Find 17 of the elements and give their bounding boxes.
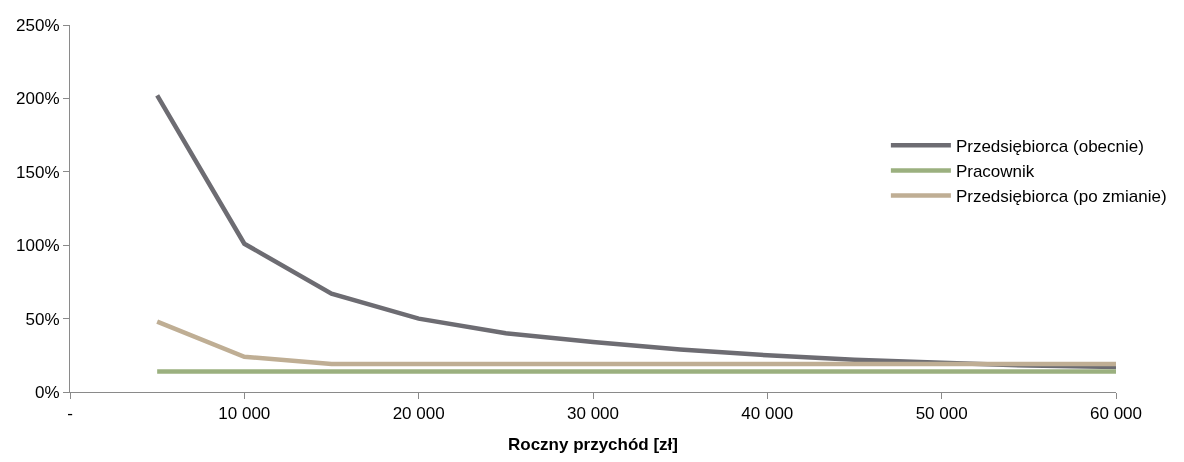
x-tick-label: 20 000 [392,404,445,424]
y-tick-label: 0% [35,382,60,402]
y-tick-label: 150% [16,162,60,182]
x-tick-label: 40 000 [741,404,794,424]
y-tick-label: 200% [16,89,60,109]
y-tick-label: 100% [16,236,60,256]
legend-label: Pracownik [955,162,1035,182]
x-tick-label: 30 000 [567,404,619,424]
x-tick-label: 60 000 [1090,404,1142,424]
legend-label: Przedsiębiorca (obecnie) [955,136,1144,156]
x-tick-label: 10 000 [218,404,271,424]
legend-label: Przedsiębiorca (po zmianie) [955,187,1167,207]
x-tick-label: 50 000 [915,404,968,424]
x-tick-label: - [67,404,73,424]
x-axis-title: Roczny przychód [zł] [507,434,679,454]
y-tick-label: 250% [16,15,60,35]
y-tick-label: 50% [25,309,60,329]
